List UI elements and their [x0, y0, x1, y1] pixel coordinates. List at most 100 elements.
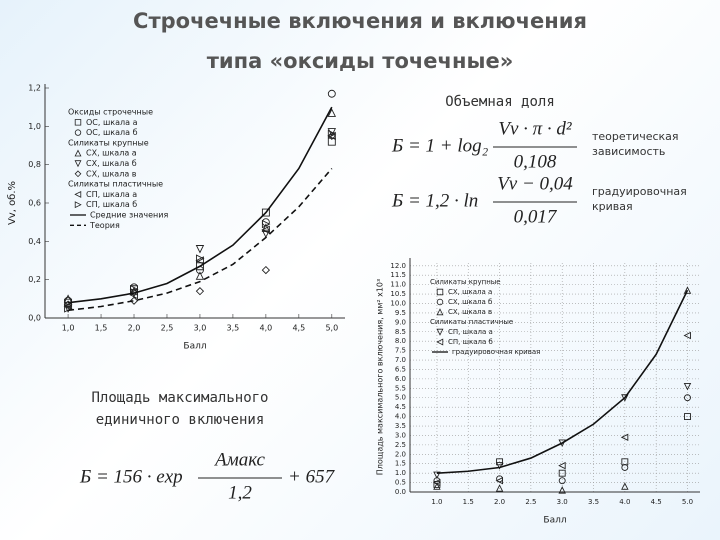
data-point — [130, 283, 138, 292]
y-tick-label: 5.5 — [395, 384, 406, 392]
legend-header: Силикаты крупные — [68, 138, 149, 147]
data-point — [683, 286, 692, 294]
x-tick-label: 4.5 — [651, 498, 662, 506]
data-point — [683, 382, 692, 391]
legend-header: Силикаты крупные — [430, 278, 501, 286]
formula-note: кривая — [592, 200, 633, 213]
y-tick-label: 6.5 — [395, 365, 406, 373]
y-tick-label: 7.0 — [395, 356, 406, 364]
legend-label: СП, шкала а — [86, 190, 137, 199]
data-point — [558, 486, 566, 494]
y-tick-label: 0.0 — [395, 488, 406, 496]
formula-lhs: Б = 1,2 · ln — [391, 190, 478, 211]
data-point — [684, 413, 691, 421]
data-point — [683, 331, 691, 340]
legend-label: Теория — [89, 221, 120, 230]
y-tick-label: 2.0 — [395, 450, 406, 458]
x-tick-label: 1.0 — [431, 498, 442, 506]
legend-label: ОС, шкала б — [86, 128, 138, 137]
data-point — [621, 464, 629, 471]
legend-header: Силикаты пластичные — [68, 180, 163, 189]
x-tick-label: 5,0 — [325, 324, 338, 333]
legend-label: СХ, шкала а — [86, 149, 137, 158]
x-tick-label: 3.5 — [588, 498, 599, 506]
formula-rhs: + 657 — [288, 466, 336, 487]
legend-marker — [436, 288, 444, 296]
y-axis-label: Площадь максимального включения, мм² x10… — [376, 279, 385, 475]
legend-marker — [74, 190, 82, 198]
data-point — [620, 433, 629, 442]
y-tick-label: 8.5 — [395, 328, 406, 336]
data-point — [327, 89, 336, 98]
formula-lhs: Б = 1 + log₂ — [391, 135, 489, 156]
x-tick-label: 2.0 — [494, 498, 505, 506]
y-tick-label: 10.0 — [390, 299, 406, 307]
legend-marker — [436, 338, 444, 346]
data-point — [433, 481, 441, 488]
data-point — [432, 478, 441, 487]
legend-label: СХ, шкала а — [448, 288, 492, 296]
formula-den: 1,2 — [228, 482, 252, 503]
data-point — [129, 296, 139, 305]
legend-header: Оксиды строчечные — [68, 108, 153, 117]
x-tick-label: 3.0 — [557, 498, 568, 506]
formula-lhs: Б = 156 · exp — [79, 466, 183, 487]
y-tick-label: 9.5 — [395, 309, 406, 317]
y-tick-label: 8.0 — [395, 337, 406, 345]
y-tick-label: 0,2 — [28, 275, 41, 284]
data-point — [495, 462, 504, 470]
y-tick-label: 4.5 — [395, 403, 406, 411]
legend-label: СХ, шкала в — [448, 308, 492, 316]
data-point — [63, 302, 73, 311]
legend-marker — [74, 129, 82, 136]
y-tick-label: 1.5 — [395, 460, 406, 468]
data-point — [327, 131, 336, 141]
legend-header: Силикаты пластичные — [430, 318, 513, 326]
x-tick-label: 1.5 — [463, 498, 474, 506]
y-tick-label: 1,0 — [28, 122, 41, 131]
y-tick-label: 0,4 — [28, 237, 41, 246]
x-tick-label: 5.0 — [682, 498, 693, 506]
data-point — [327, 108, 337, 117]
data-point — [261, 218, 270, 227]
formula-num: Aмакс — [213, 449, 265, 470]
label: Объемная доля — [445, 94, 555, 110]
y-tick-label: 3.0 — [395, 431, 406, 439]
y-tick-label: 0,0 — [28, 314, 41, 323]
legend-label: СП, шкала б — [448, 338, 493, 346]
y-axis-label: Vv, об.% — [7, 181, 18, 225]
legend-label: ОС, шкала а — [86, 118, 138, 127]
y-tick-label: 0,6 — [28, 199, 41, 208]
legend-marker — [436, 308, 444, 316]
x-tick-label: 2,5 — [161, 324, 174, 333]
formula-num: Vv − 0,04 — [497, 173, 573, 194]
data-point — [327, 128, 337, 137]
data-point — [261, 265, 271, 275]
x-tick-label: 4,0 — [260, 324, 273, 333]
data-point — [621, 394, 629, 402]
data-point — [261, 229, 271, 239]
legend-marker — [74, 201, 82, 209]
data-point — [327, 129, 337, 139]
x-tick-label: 4,5 — [292, 324, 305, 333]
legend-label: Средние значения — [90, 211, 168, 220]
formula-note: зависимость — [592, 145, 665, 158]
y-tick-label: 5.0 — [395, 394, 406, 402]
x-axis-label: Балл — [543, 516, 566, 526]
data-point — [195, 245, 205, 254]
y-tick-label: 1.0 — [395, 469, 406, 477]
x-tick-label: 1,0 — [62, 324, 75, 333]
y-tick-label: 1,2 — [28, 84, 41, 93]
slide-title: типа «оксиды точечные» — [207, 49, 514, 73]
y-tick-label: 3.5 — [395, 422, 406, 430]
y-tick-label: 0,8 — [28, 160, 41, 169]
formula-num: Vv · π · d² — [498, 118, 572, 139]
data-point — [261, 225, 270, 235]
y-tick-label: 0.5 — [395, 479, 406, 487]
legend-marker — [74, 160, 82, 168]
legend-marker — [74, 170, 82, 178]
y-tick-label: 4.0 — [395, 413, 406, 421]
data-point — [495, 476, 504, 485]
data-point — [558, 461, 566, 470]
